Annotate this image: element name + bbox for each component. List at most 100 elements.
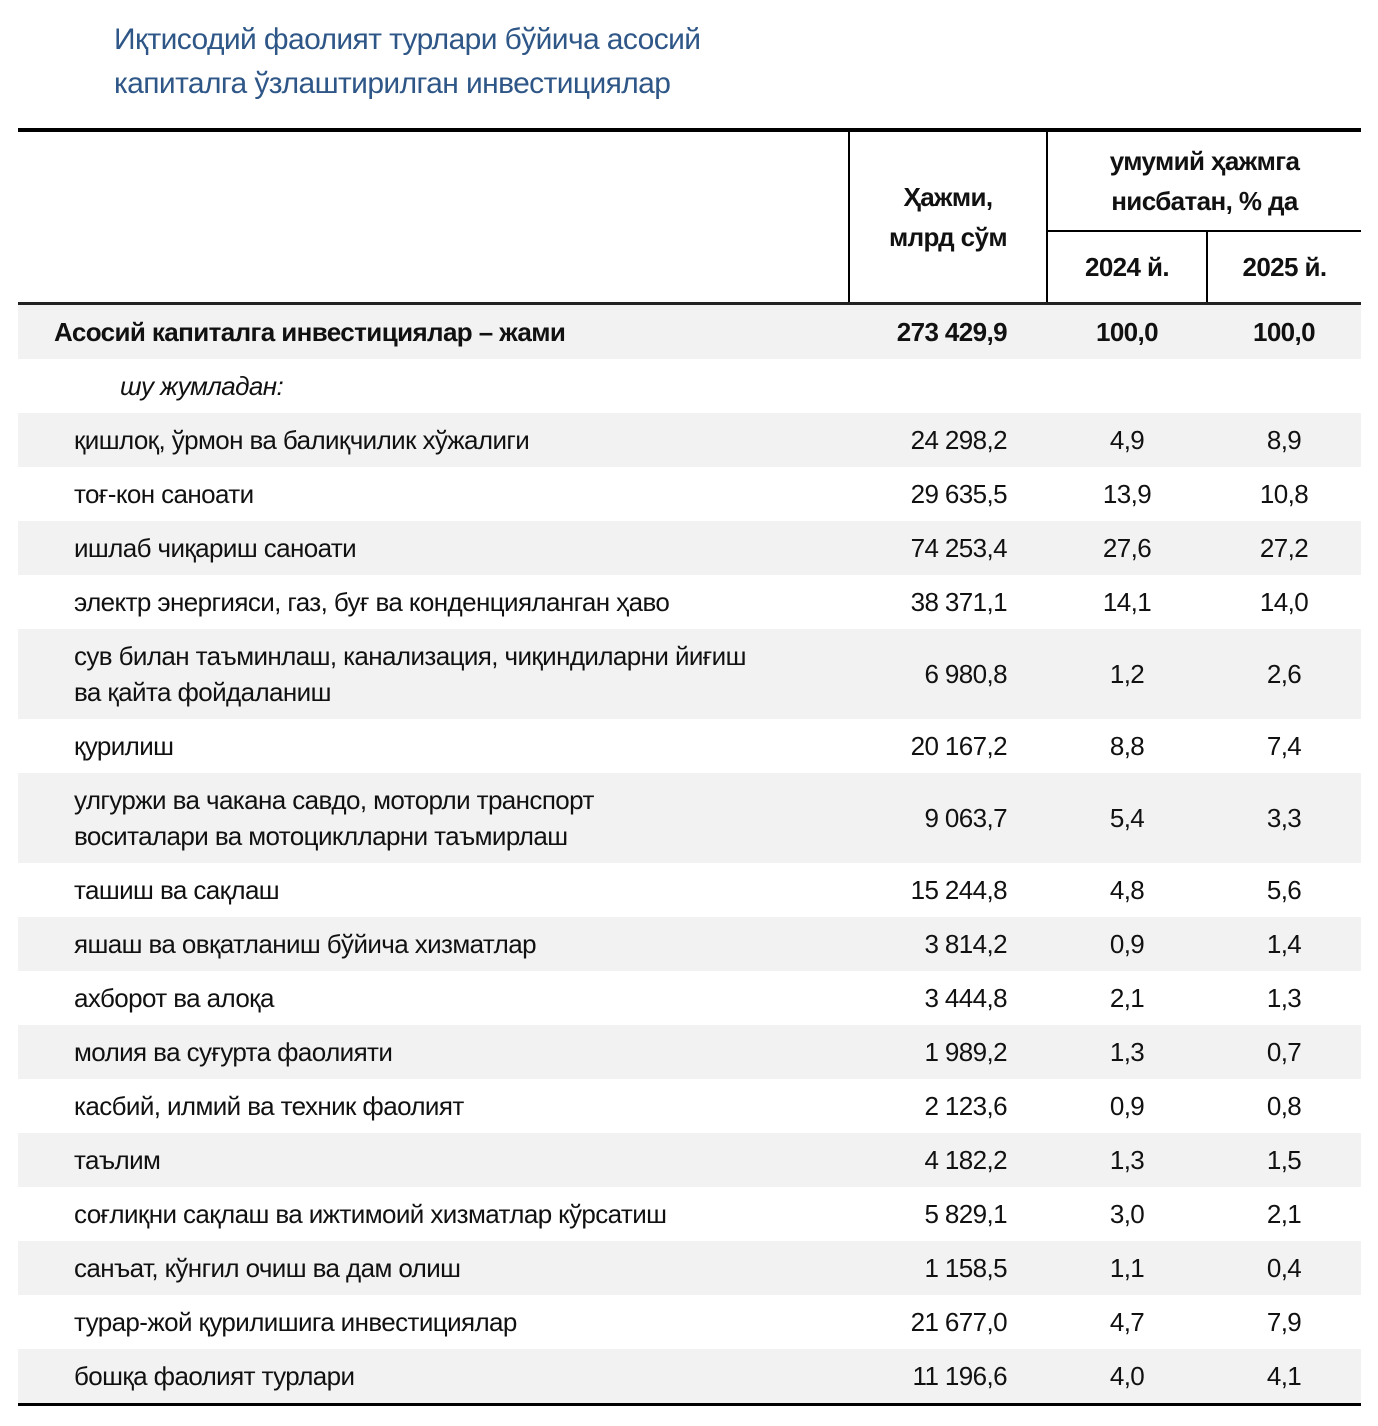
row-share-2025: 14,0 (1259, 587, 1309, 617)
table-row: санъат, кўнгил очиш ва дам олиш 1 158,5 1,… (18, 1241, 1361, 1295)
row-volume: 3 814,2 (849, 917, 1047, 971)
row-share-2025: 0,4 (1207, 1241, 1361, 1295)
row-share-2025: 8,9 (1207, 413, 1361, 467)
row-share-2025: 4,1 (1207, 1349, 1361, 1405)
row-share-2024: 4,0 (1047, 1349, 1207, 1405)
table-row: тоғ-кон саноати 29 635,5 13,9 10,8 (18, 467, 1361, 521)
row-share-2025: 5,6 (1266, 875, 1302, 905)
header-share-line1: умумий ҳажмга (1109, 146, 1300, 176)
row-share-2025: 1,5 (1207, 1133, 1361, 1187)
row-label-line: ташиш ва сақлаш (74, 875, 280, 905)
table-row: турар-жой қурилишига инвестициялар 21 677… (18, 1295, 1361, 1349)
row-share-2024: 4,8 (1109, 875, 1145, 905)
table-row: электр энергияси, газ, буғ ва конденциял… (18, 575, 1361, 629)
row-volume: 3 444,8 (924, 983, 1007, 1013)
row-volume: 5 829,1 (924, 1199, 1007, 1229)
row-share-2025: 3,3 (1207, 773, 1361, 863)
row-share-2025: 2,1 (1266, 1199, 1302, 1229)
row-label: қишлоқ, ўрмон ва балиқчилик хўжалиги (18, 413, 849, 467)
row-label-line: молия ва суғурта фаолияти (74, 1037, 393, 1067)
table-row: улгуржи ва чакана савдо, моторли транспо… (18, 773, 1361, 863)
header-volume-line1: Ҳажми, (903, 182, 993, 212)
row-label-line: тоғ-кон саноати (74, 479, 254, 509)
row-share-2025: 7,4 (1266, 731, 1302, 761)
row-label: касбий, илмий ва техник фаолият (18, 1079, 849, 1133)
row-label: қурилиш (18, 719, 849, 773)
row-label: тоғ-кон саноати (18, 467, 849, 521)
row-volume: 74 253,4 (849, 521, 1047, 575)
row-share-2024: 1,3 (1047, 1133, 1207, 1187)
row-share-2025: 2,6 (1207, 629, 1361, 719)
row-share-2024: 8,8 (1109, 731, 1145, 761)
row-label: турар-жой қурилишига инвестициялар (18, 1295, 849, 1349)
row-share-2024: 14,1 (1102, 587, 1152, 617)
table-row: бошқа фаолият турлари 11 196,6 4,0 4,1 (18, 1349, 1361, 1405)
row-label: таълим (18, 1133, 849, 1187)
row-label-line: касбий, илмий ва техник фаолият (74, 1091, 464, 1121)
row-label: электр энергияси, газ, буғ ва конденциял… (18, 575, 849, 629)
table-row: ахборот ва алоқа 3 444,8 2,1 1,3 (18, 971, 1361, 1025)
row-label: бошқа фаолият турлари (18, 1349, 849, 1405)
total-label: Асосий капиталга инвестициялар – жами (18, 303, 849, 359)
total-volume: 273 429,9 (849, 303, 1047, 359)
table-row: яшаш ва овқатланиш бўйича хизматлар 3 814… (18, 917, 1361, 971)
row-share-2025: 0,8 (1266, 1091, 1302, 1121)
table-row: қурилиш 20 167,2 8,8 7,4 (18, 719, 1361, 773)
row-share-2024: 4,7 (1109, 1307, 1145, 1337)
row-volume: 6 980,8 (849, 629, 1047, 719)
row-volume: 11 196,6 (849, 1349, 1047, 1405)
row-share-2025: 0,7 (1207, 1025, 1361, 1079)
subheading: шу жумладан: (120, 371, 284, 401)
row-share-2024: 2,1 (1109, 983, 1145, 1013)
table-row: касбий, илмий ва техник фаолият 2 123,6 0,… (18, 1079, 1361, 1133)
investment-table: Ҳажми, млрд сўм умумий ҳажмга нисбатан, … (18, 128, 1361, 1406)
row-label-line: соғлиқни сақлаш ва ижтимоий хизматлар кў… (74, 1199, 667, 1229)
table-row: таълим 4 182,2 1,3 1,5 (18, 1133, 1361, 1187)
row-label-line: яшаш ва овқатланиш бўйича хизматлар (74, 929, 537, 959)
row-share-2024: 1,3 (1047, 1025, 1207, 1079)
header-share: умумий ҳажмга нисбатан, % да (1046, 130, 1361, 232)
row-share-2024: 0,9 (1047, 917, 1207, 971)
row-volume: 20 167,2 (910, 731, 1008, 761)
row-label: соғлиқни сақлаш ва ижтимоий хизматлар кў… (18, 1187, 849, 1241)
total-2025: 100,0 (1207, 303, 1361, 359)
table-row: ташиш ва сақлаш 15 244,8 4,8 5,6 (18, 863, 1361, 917)
row-label-line: ишлаб чиқариш саноати (74, 533, 357, 563)
row-label-line: ахборот ва алоқа (74, 983, 274, 1013)
total-row: Асосий капиталга инвестициялар – жами 27… (18, 303, 1361, 359)
row-share-2024: 4,9 (1047, 413, 1207, 467)
row-label: ишлаб чиқариш саноати (18, 521, 849, 575)
header-volume: Ҳажми, млрд сўм (848, 130, 1047, 304)
row-volume: 38 371,1 (910, 587, 1008, 617)
row-label: молия ва суғурта фаолияти (18, 1025, 849, 1079)
row-label-line: турар-жой қурилишига инвестициялар (74, 1307, 517, 1337)
row-volume: 9 063,7 (849, 773, 1047, 863)
row-volume: 15 244,8 (910, 875, 1008, 905)
row-volume: 4 182,2 (849, 1133, 1047, 1187)
row-label-line: сув билан таъминлаш, канализация, чиқинд… (74, 641, 746, 671)
row-share-2024: 27,6 (1047, 521, 1207, 575)
row-volume: 24 298,2 (849, 413, 1047, 467)
row-volume: 29 635,5 (910, 479, 1008, 509)
row-label-line: улгуржи ва чакана савдо, моторли транспо… (74, 785, 594, 815)
row-volume: 21 677,0 (910, 1307, 1008, 1337)
row-label: сув билан таъминлаш, канализация, чиқинд… (18, 629, 849, 719)
row-label-line: ва қайта фойдаланиш (74, 677, 331, 707)
table-row: молия ва суғурта фаолияти 1 989,2 1,3 0,7 (18, 1025, 1361, 1079)
row-share-2025: 10,8 (1259, 479, 1309, 509)
row-share-2024: 13,9 (1102, 479, 1152, 509)
row-volume: 2 123,6 (924, 1091, 1007, 1121)
row-label-line: электр энергияси, газ, буғ ва конденциял… (74, 587, 670, 617)
row-label: санъат, кўнгил очиш ва дам олиш (18, 1241, 849, 1295)
row-share-2025: 27,2 (1207, 521, 1361, 575)
header-year-2024: 2024 й. (1046, 231, 1207, 304)
table-row: ишлаб чиқариш саноати 74 253,4 27,6 27,2 (18, 521, 1361, 575)
header-share-line2: нисбатан, % да (1111, 186, 1298, 216)
row-share-2024: 0,9 (1109, 1091, 1145, 1121)
row-share-2024: 1,2 (1047, 629, 1207, 719)
header-year-2025: 2025 й. (1206, 231, 1361, 304)
row-share-2025: 7,9 (1266, 1307, 1302, 1337)
row-volume: 1 158,5 (849, 1241, 1047, 1295)
row-volume: 1 989,2 (849, 1025, 1047, 1079)
row-share-2024: 5,4 (1047, 773, 1207, 863)
